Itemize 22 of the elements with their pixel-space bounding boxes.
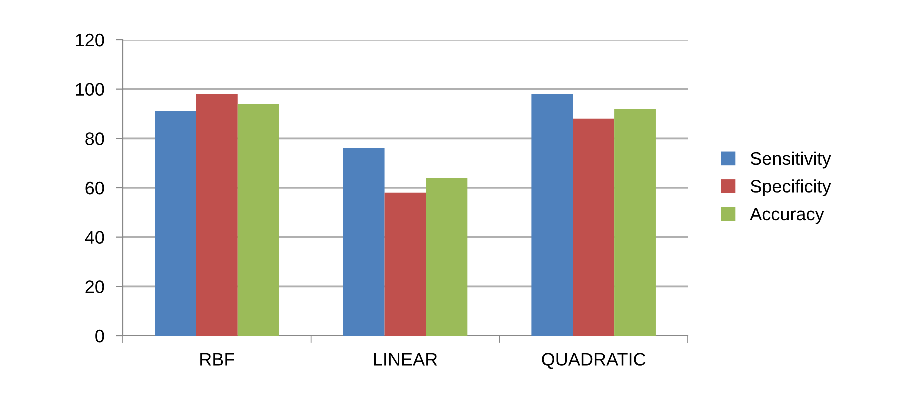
bar bbox=[384, 192, 426, 336]
x-tick-label: QUADRATIC bbox=[542, 353, 646, 370]
y-tick-label: 80 bbox=[86, 132, 104, 146]
x-tick-label: LINEAR bbox=[374, 353, 438, 366]
bar bbox=[614, 109, 656, 336]
bar bbox=[196, 94, 238, 336]
y-tick-label: 20 bbox=[86, 280, 104, 294]
y-tick-label: 120 bbox=[76, 34, 104, 47]
y-tick-label: 40 bbox=[85, 231, 104, 244]
bar bbox=[426, 178, 468, 336]
legend-label: Specificity bbox=[750, 180, 832, 196]
bar bbox=[532, 94, 574, 336]
bar bbox=[155, 112, 196, 336]
x-tick-label: RBF bbox=[200, 353, 234, 366]
bar bbox=[238, 104, 280, 336]
bar bbox=[573, 118, 615, 336]
y-tick-label: 60 bbox=[86, 182, 104, 195]
legend-label: Sensitivity bbox=[750, 152, 832, 169]
y-tick-label: 100 bbox=[76, 83, 104, 96]
bar bbox=[343, 148, 385, 336]
legend-label: Accuracy bbox=[750, 208, 824, 224]
y-tick-label: 0 bbox=[96, 330, 104, 343]
